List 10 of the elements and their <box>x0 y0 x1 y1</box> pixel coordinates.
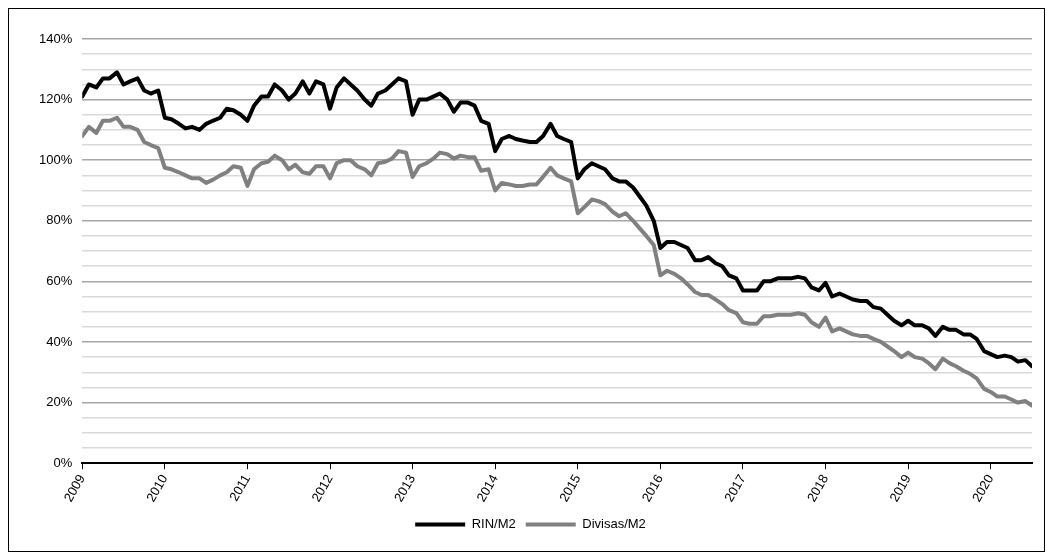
legend-label: RIN/M2 <box>471 516 516 532</box>
y-tick-label: 140% <box>39 30 73 46</box>
y-tick-label: 80% <box>46 212 73 228</box>
y-tick-label: 40% <box>46 333 73 349</box>
y-tick-label: 20% <box>46 394 73 410</box>
y-tick-label: 0% <box>53 454 73 470</box>
legend-label: Divisas/M2 <box>582 516 646 532</box>
y-tick-label: 60% <box>46 272 73 288</box>
y-tick-label: 120% <box>39 91 73 107</box>
y-tick-label: 100% <box>39 151 73 167</box>
